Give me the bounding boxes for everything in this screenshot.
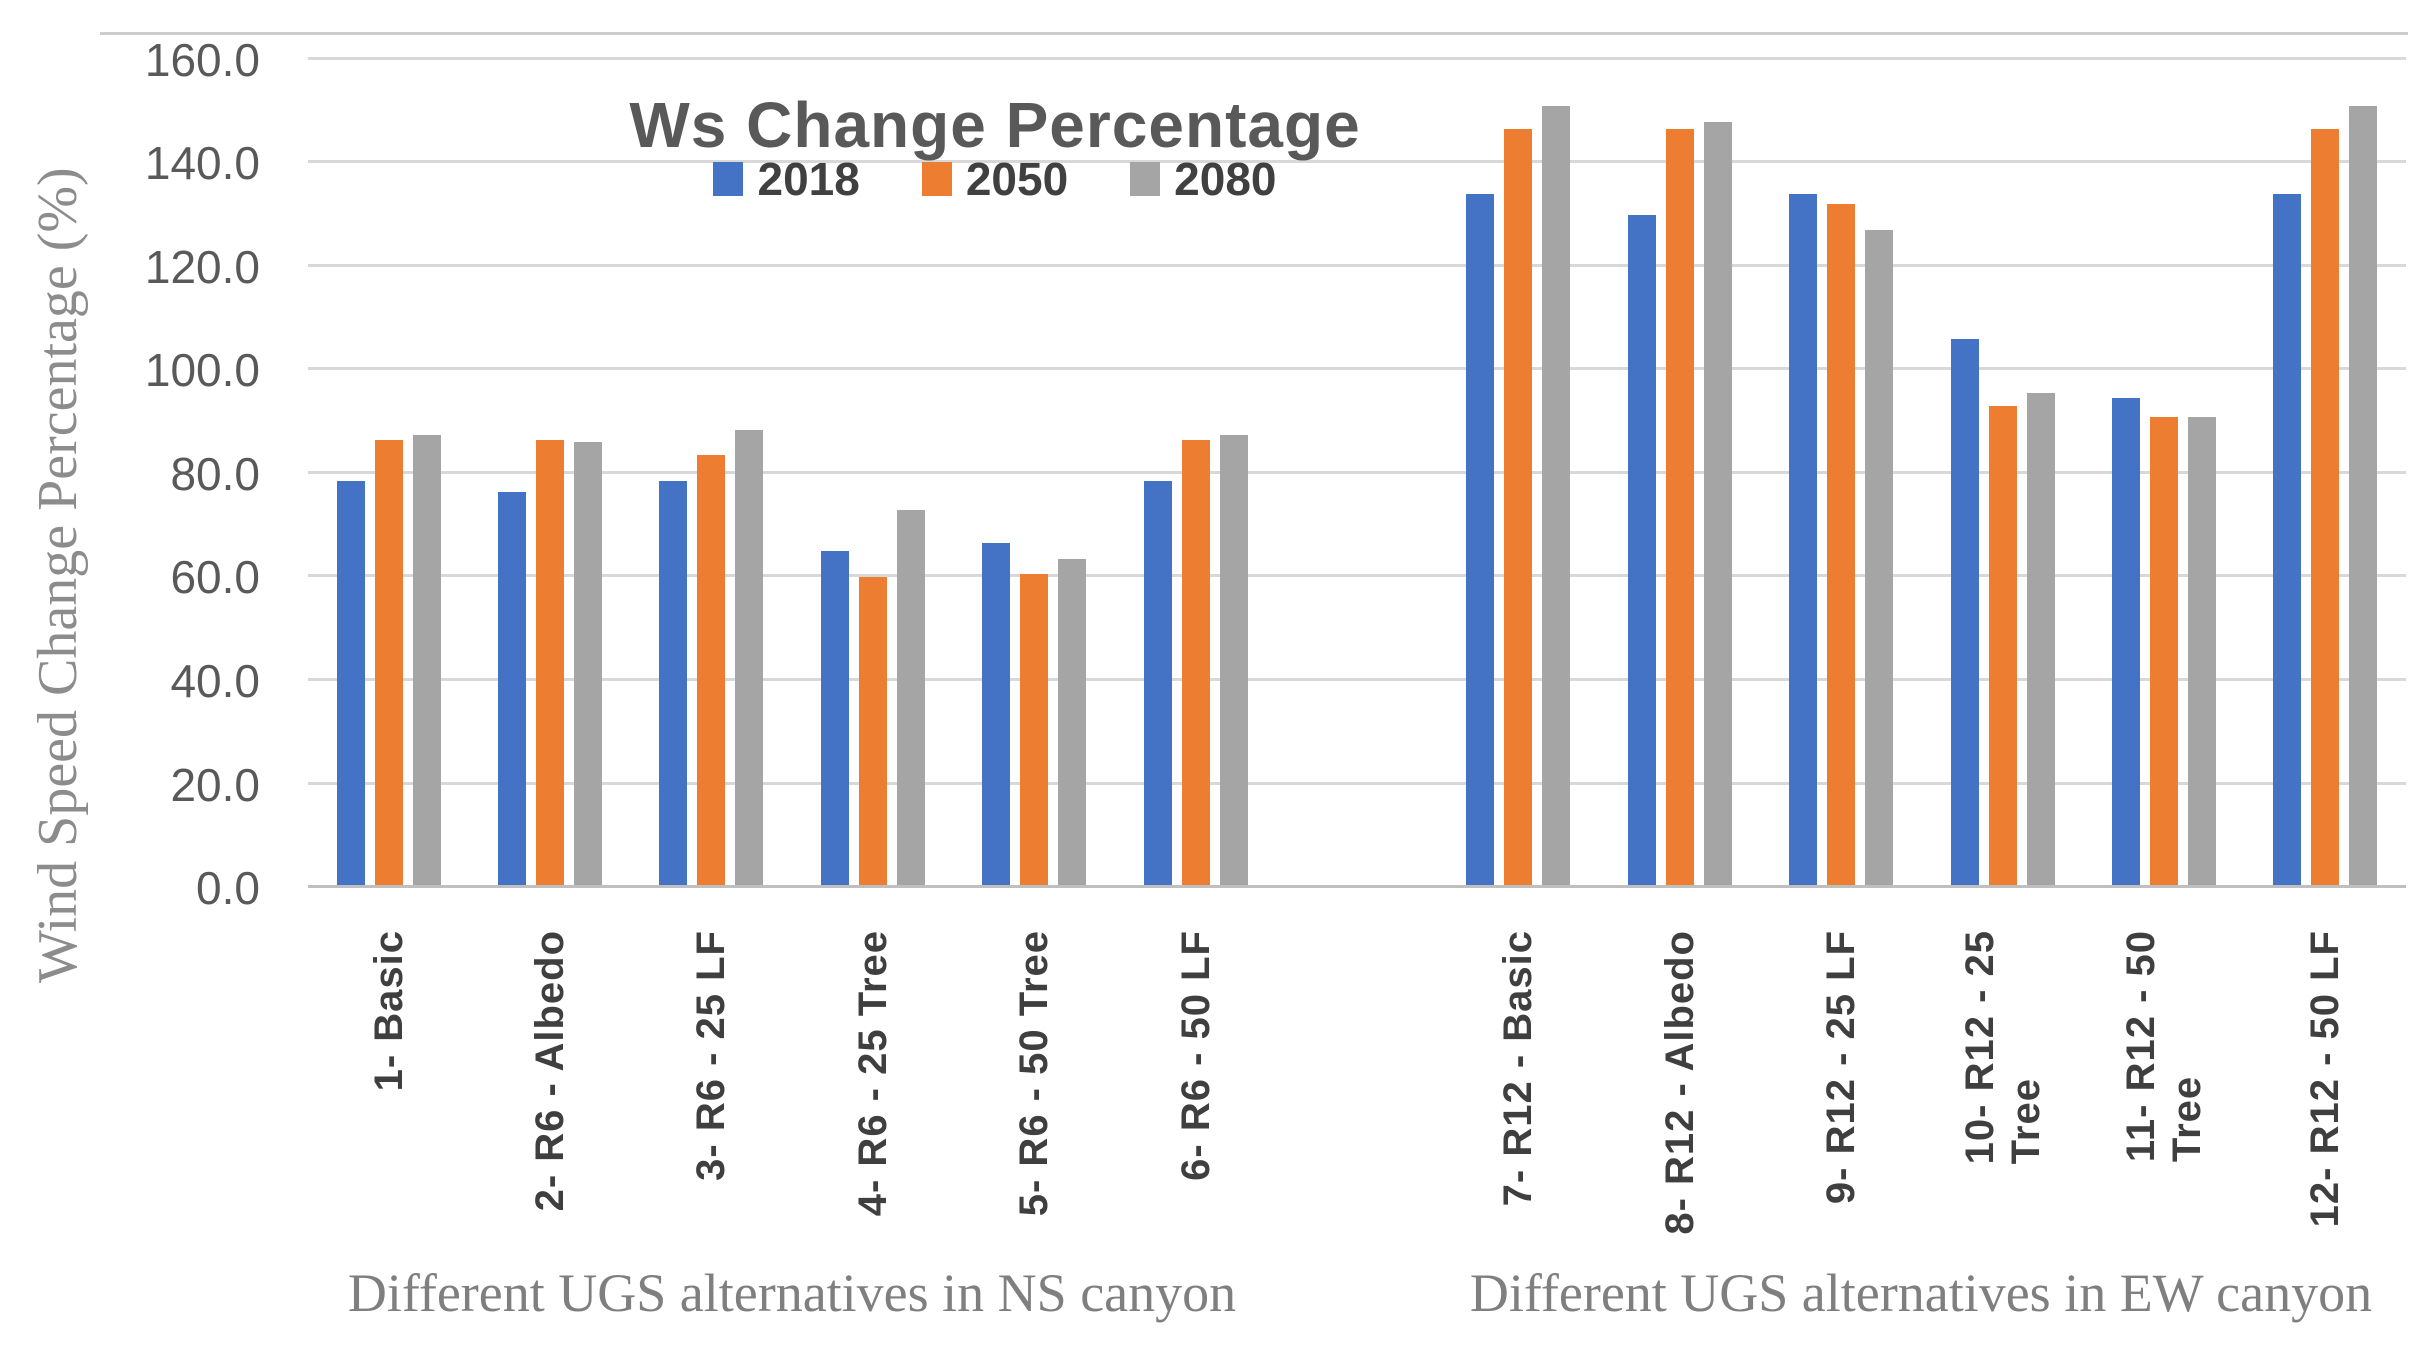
x-tick-label: 6- R6 - 50 LF [1173,930,1218,1181]
bar-2080-5- R6 - 50 Tree [1058,558,1087,885]
bar-2050-5- R6 - 50 Tree [1020,574,1049,885]
plot-top-border [100,32,2408,35]
x-tick-label: 12- R12 - 50 LF [2303,930,2348,1228]
bar-2050-2- R6 - Albedo [536,439,565,885]
bar-2018-10- R12 - 25 Tree [1950,338,1979,885]
x-tick-label: 2- R6 - Albedo [528,930,573,1212]
y-tick-label: 0.0 [196,862,260,914]
bar-2018-4- R6 - 25 Tree [820,551,849,885]
bar-2080-10- R12 - 25 Tree [2026,393,2055,885]
x-tick-label: 7- R12 - Basic [1496,930,1541,1207]
x-tick-label: 11- R12 - 50 Tree [2118,930,2209,1163]
bar-2050-12- R12 - 50 LF [2311,129,2340,885]
legend-item-2080: 2080 [1130,152,1277,206]
legend-label: 2050 [965,153,1069,205]
bar-2018-2- R6 - Albedo [498,491,527,885]
bar-2080-12- R12 - 50 LF [2349,106,2378,885]
bar-2018-3- R6 - 25 LF [659,481,688,885]
caption-ew-canyon: Different UGS alternatives in EW canyon [1469,1263,2373,1323]
bar-2050-7- R12 - Basic [1504,129,1533,885]
y-tick-label: 120.0 [144,240,260,293]
bar-2050-8- R12 - Albedo [1665,129,1694,885]
legend-label: 2018 [757,153,860,205]
legend-item-2018: 2018 [713,152,860,206]
legend-swatch-icon [713,162,744,196]
legend-swatch-icon [1130,162,1161,196]
x-tick-label: 9- R12 - 25 LF [1819,930,1864,1205]
x-tick-label: 3- R6 - 25 LF [689,930,734,1181]
bar-2080-4- R6 - 25 Tree [896,509,925,885]
gridline [308,677,2406,681]
y-tick-label: 160.0 [144,33,260,86]
gridline [308,263,2406,267]
x-tick-label: 8- R12 - Albedo [1657,930,1702,1235]
x-tick-label: 10- R12 - 25 Tree [1957,930,2048,1165]
y-axis-tick-labels: 0.0 20.0 40.0 60.0 80.0 100.0 120.0 140.0 160.0 [0,33,270,913]
bar-2080-6- R6 - 50 LF [1219,434,1248,885]
legend: 2018 2050 2080 [0,152,1990,206]
bar-2050-3- R6 - 25 LF [697,455,726,885]
gridline [308,56,2406,60]
bar-2050-4- R6 - 25 Tree [858,577,887,885]
gridline [308,574,2406,578]
bar-2018-5- R6 - 50 Tree [982,543,1011,885]
x-tick-label: 1- Basic [366,930,411,1092]
y-tick-label: 40.0 [170,654,260,707]
bar-2050-9- R12 - 25 LF [1827,204,1856,885]
bar-2080-3- R6 - 25 LF [735,429,764,885]
bar-2018-8- R12 - Albedo [1627,214,1656,885]
legend-swatch-icon [921,162,952,196]
x-tick-label: 4- R6 - 25 Tree [850,930,895,1217]
bar-2080-9- R12 - 25 LF [1865,230,1894,885]
gridline [308,367,2406,371]
bar-2018-1- Basic [336,481,365,885]
bar-2080-7- R12 - Basic [1542,106,1571,885]
x-tick-label: 5- R6 - 50 Tree [1012,930,1057,1217]
gridline [308,781,2406,785]
x-axis-line [308,885,2406,888]
bar-2080-11- R12 - 50 Tree [2187,416,2216,885]
bar-2018-7- R12 - Basic [1466,194,1495,885]
bar-2018-6- R6 - 50 LF [1143,481,1172,885]
y-tick-label: 140.0 [144,137,260,190]
bar-2018-9- R12 - 25 LF [1789,194,1818,885]
legend-label: 2080 [1174,153,1277,205]
y-tick-label: 60.0 [170,551,260,604]
bar-2080-2- R6 - Albedo [574,442,603,885]
bar-2050-10- R12 - 25 Tree [1988,406,2017,885]
bar-2080-8- R12 - Albedo [1703,121,1732,885]
caption-ns-canyon: Different UGS alternatives in NS canyon [347,1263,1237,1323]
y-tick-label: 100.0 [144,344,260,397]
bar-2080-1- Basic [412,434,441,885]
gridline [308,160,2406,164]
bar-2050-11- R12 - 50 Tree [2149,416,2178,885]
bar-2018-12- R12 - 50 LF [2273,194,2302,885]
bar-2050-1- Basic [374,439,403,885]
bar-2018-11- R12 - 50 Tree [2111,398,2140,885]
legend-item-2050: 2050 [921,152,1069,206]
gridline [308,470,2406,474]
y-tick-label: 20.0 [170,758,260,811]
y-tick-label: 80.0 [170,447,260,500]
chart-title: Ws Change Percentage [629,89,1361,161]
bar-2050-6- R6 - 50 LF [1181,439,1210,885]
plot-area [308,34,2406,888]
